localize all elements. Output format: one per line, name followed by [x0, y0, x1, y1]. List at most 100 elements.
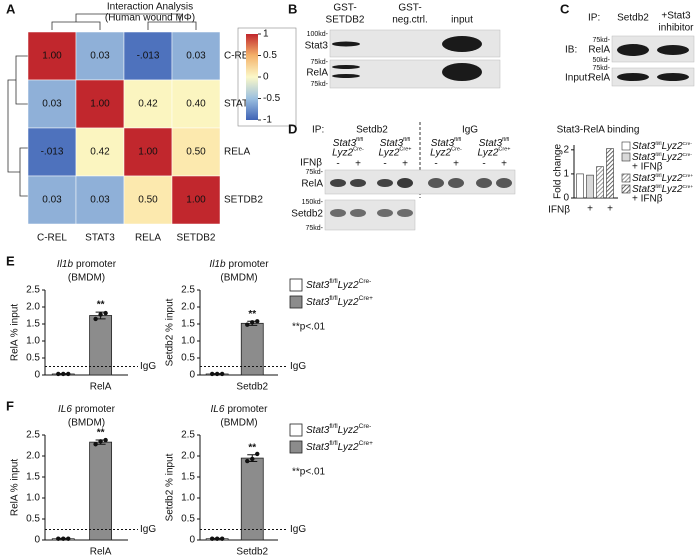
note: **p<.01 [292, 467, 326, 478]
driver: Lyz2 [332, 147, 353, 158]
legend-swatch [621, 173, 631, 183]
data-point [98, 439, 103, 444]
cell-label: 0.50 [186, 147, 206, 158]
marker-label: 75kd- [310, 59, 328, 66]
y-tick-label: 0 [563, 193, 569, 204]
y-tick-label: 1.5 [181, 472, 195, 483]
cre: Cre+ [359, 440, 373, 447]
cell-label: 0.03 [42, 195, 62, 206]
allele: fl/fl [655, 173, 661, 179]
column-dendrogram [51, 13, 197, 30]
heatmap-cell [123, 127, 173, 177]
marker-label: 75kd- [305, 225, 323, 232]
bar [596, 166, 604, 199]
band [657, 73, 689, 81]
chart-title: Il1b promoter [57, 259, 117, 270]
cre: Cre+ [683, 184, 694, 190]
legend-swatch [289, 440, 303, 454]
cre: Cre+ [498, 147, 510, 153]
y-tick-label: 0 [189, 370, 195, 381]
gene: Il1b [209, 259, 226, 270]
band [617, 73, 649, 81]
allele: fl/fl [356, 137, 363, 143]
data-point [255, 451, 260, 457]
cell-label: 0.03 [90, 195, 110, 206]
lane-label: inhibitor [658, 23, 694, 34]
heatmap-cell [123, 175, 173, 225]
gene: Stat3 [431, 138, 455, 149]
data-point [214, 536, 220, 541]
legend-swatch [289, 423, 303, 437]
data-point [250, 456, 255, 462]
band [442, 36, 482, 52]
panel-label: A [6, 1, 16, 16]
bar [586, 174, 594, 199]
row-label: Setdb2 [291, 209, 323, 220]
gene: Stat3 [632, 173, 656, 184]
legend-swatch [621, 184, 631, 194]
heatmap-cell [75, 79, 125, 129]
y-axis-label: Fold change [553, 144, 564, 199]
band [350, 209, 366, 217]
genotype: Stat3fl/flLyz2Cre- [632, 141, 692, 152]
genotype: Stat3fl/fl [431, 137, 461, 148]
y-tick-label: 1 [563, 169, 569, 180]
bar [576, 173, 584, 199]
data-point [66, 371, 71, 377]
allele: fl/fl [655, 152, 661, 158]
gene: Il1b [57, 259, 74, 270]
bands [330, 178, 512, 217]
igg-label: IgG [290, 361, 306, 372]
gene: Stat3 [380, 138, 404, 149]
gene: Stat3 [306, 425, 330, 436]
chart-subtitle: (BMDM) [68, 418, 105, 429]
allele: fl/fl [502, 137, 509, 143]
y-tick-label: 2.5 [26, 285, 40, 296]
sign: + [501, 159, 507, 170]
heatmap-cell [171, 79, 221, 129]
band [330, 209, 346, 217]
colorbar-tick-label: 1 [263, 29, 269, 40]
blot [611, 67, 695, 87]
sign: + [587, 204, 593, 215]
panel-label: E [6, 253, 15, 268]
y-axis-label: Setdb2 % input [165, 298, 176, 366]
driver: Lyz2 [338, 425, 359, 436]
allele: fl/fl [329, 440, 338, 447]
genotype: Stat3fl/flLyz2Cre- [632, 152, 692, 163]
bar [606, 148, 614, 199]
title-rest: promoter [75, 404, 116, 415]
allele: fl/fl [403, 137, 410, 143]
cre: Cre- [683, 152, 693, 158]
row-label: STAT3 [224, 99, 254, 110]
row-dendrogram [7, 55, 28, 197]
data-point [250, 320, 255, 325]
panel-label: F [6, 398, 14, 413]
sign: + [355, 159, 361, 170]
y-tick-label: 0.5 [26, 353, 40, 364]
y-tick-label: 2.0 [26, 451, 40, 462]
band [330, 179, 346, 187]
marker-label: 150kd- [302, 199, 324, 206]
panel-label: C [560, 1, 570, 16]
heatmap-cell [171, 175, 221, 225]
input-label: Input: [565, 73, 590, 84]
marker-label: 75kd- [592, 65, 610, 72]
genotype: Lyz2Cre+ [477, 147, 510, 158]
data-point [209, 536, 215, 541]
x-axis-label: Setdb2 [236, 382, 268, 393]
panel-subtitle: (Human wound MΦ) [105, 13, 195, 24]
marker-label: 75kd- [310, 81, 328, 88]
chart-title: IL6 promoter [211, 404, 269, 415]
cell-label: 1.00 [90, 99, 110, 110]
legend-swatch [289, 278, 303, 292]
heatmap-cell [171, 127, 221, 177]
y-axis-label: Setdb2 % input [165, 453, 176, 521]
sign: - [434, 159, 437, 170]
data-point [98, 312, 103, 317]
driver: Lyz2 [662, 152, 683, 163]
y-tick-label: 1.0 [181, 493, 195, 504]
driver: Lyz2 [662, 173, 683, 184]
x-axis-label: IFNβ [548, 205, 570, 216]
data-point [214, 371, 220, 377]
